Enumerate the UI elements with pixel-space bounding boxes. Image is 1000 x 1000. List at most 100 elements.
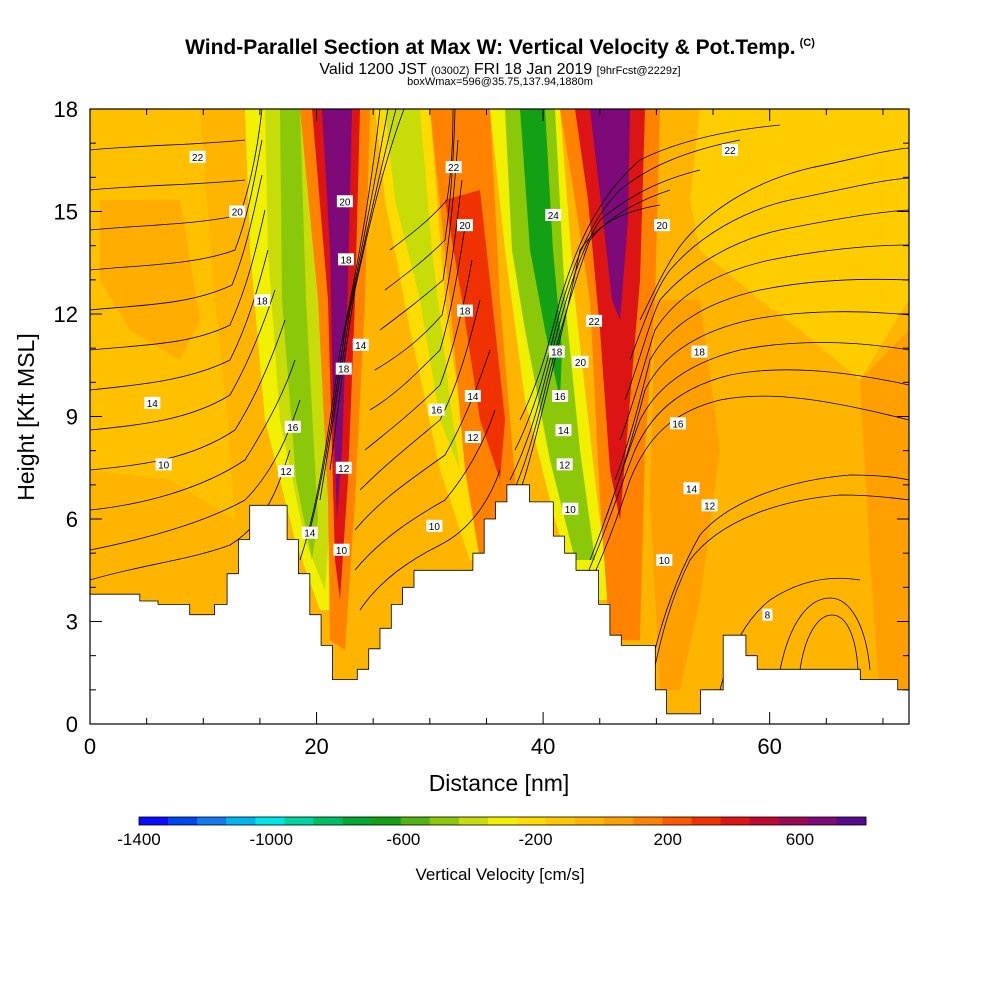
contour-label-bg: [301, 526, 318, 539]
colorbar-swatch: [604, 817, 634, 825]
contour-label: 18: [551, 348, 563, 359]
contour-label: 18: [257, 296, 269, 307]
theta-contour-line: [514, 139, 741, 451]
contour-label: 14: [558, 426, 570, 437]
y-tick-label: 18: [54, 97, 78, 122]
colorbar-swatch: [429, 817, 460, 825]
colorbar-title: Vertical Velocity [cm/s]: [415, 865, 584, 884]
contour-label: 18: [340, 255, 352, 266]
title-units: (C): [799, 37, 815, 49]
theta-contour-line: [614, 278, 909, 481]
theta-contour-line: [654, 474, 909, 651]
contour-label-bg: [352, 338, 369, 351]
contour-label-bg: [155, 458, 172, 471]
contour-label: 20: [339, 197, 351, 208]
contour-label: 12: [704, 501, 716, 512]
contour-label: 16: [672, 419, 684, 430]
contour-label: 10: [659, 556, 671, 567]
theta-contour-line: [309, 109, 389, 531]
velocity-field: 22 20 18 14 10 16 12 14 20 18 14 18 12 10 22 20 18 16 14 12…: [90, 109, 909, 724]
forecast-info: [9hrFcst@2229z]: [596, 65, 681, 77]
contour-label-bg: [555, 424, 572, 437]
contour-label-bg: [445, 161, 462, 174]
theta-contour-line: [319, 109, 397, 501]
y-tick-label: 12: [54, 302, 78, 327]
descent-band-2-mid: [385, 109, 460, 470]
x-tick-label: 20: [304, 734, 328, 759]
theta-contour-line: [499, 204, 661, 541]
contour-label-bg: [338, 253, 355, 266]
theta-contour-line: [90, 289, 276, 431]
theta-contour-line: [519, 124, 781, 421]
colorbar-swatch: [139, 817, 169, 825]
orange-patch-1: [100, 200, 200, 360]
colorbar-swatch: [197, 817, 227, 825]
contour-label-bg: [556, 458, 573, 471]
theta-contour-line: [574, 369, 909, 601]
contour-label: 18: [338, 365, 350, 376]
contour-label-bg: [333, 543, 350, 556]
contour-label: 16: [431, 406, 443, 417]
colorbar-tick-label: -1400: [117, 830, 160, 849]
contour-label-bg: [284, 420, 301, 433]
colorbar-swatch: [313, 817, 343, 825]
contour-label: 12: [338, 464, 350, 475]
contour-label: 20: [575, 358, 587, 369]
theta-contour-line: [379, 139, 459, 331]
theta-contour-line: [639, 147, 909, 321]
y-tick-label: 9: [66, 405, 78, 430]
theta-contour-line: [354, 409, 496, 571]
contour-label-bg: [428, 403, 445, 416]
chart-title: Wind-Parallel Section at Max W: Vertical…: [185, 36, 815, 59]
colorbar-swatch: [633, 817, 663, 825]
theta-contour-line: [604, 311, 909, 521]
theta-contour-line: [299, 109, 381, 561]
colorbar-swatch: [836, 817, 867, 825]
contour-label: 12: [467, 433, 479, 444]
contour-label: 18: [694, 348, 706, 359]
y-tick-label: 15: [54, 200, 78, 225]
colorbar-swatch: [720, 817, 750, 825]
contour-label-bg: [456, 304, 473, 317]
theta-contour-line: [559, 395, 909, 641]
contour-label: 22: [589, 317, 601, 328]
contour-label-bg: [189, 150, 206, 163]
y-tick-label: 6: [66, 507, 78, 532]
contour-label: 12: [280, 467, 292, 478]
colorbar-swatch: [691, 817, 721, 825]
x-axis-title: Distance [nm]: [429, 770, 570, 796]
theta-contour-line: [90, 139, 263, 271]
contour-label: 22: [192, 153, 204, 164]
contour-label: 20: [232, 208, 244, 219]
x-tick-label: 0: [84, 734, 96, 759]
contour-label-bg: [545, 208, 562, 221]
theta-contour-line: [649, 494, 909, 691]
colorbar-swatch: [575, 817, 605, 825]
theta-contour-line: [504, 189, 671, 511]
contour-label-bg: [464, 431, 481, 443]
colorbar-swatch: [400, 817, 431, 825]
contour-label-bg: [229, 205, 246, 218]
theta-contour-line: [799, 614, 859, 671]
contour-label-bg: [144, 396, 161, 409]
colorbar-swatch: [807, 817, 838, 825]
contour-label: 14: [467, 392, 479, 403]
contour-label-bg: [456, 219, 473, 232]
x-axis: 0 20 40 60: [84, 109, 884, 759]
theta-contour-line: [619, 244, 909, 441]
contour-label-bg: [548, 345, 565, 358]
theta-contour-line: [90, 209, 266, 351]
y-tick-label: 3: [66, 610, 78, 635]
theta-contour-line: [374, 179, 463, 371]
contour-label: 14: [686, 484, 698, 495]
theta-contour-line: [779, 597, 871, 671]
ascent-band-2-core: [445, 190, 505, 480]
contour-label-bg: [562, 502, 579, 515]
contour-label-bg: [669, 417, 686, 430]
colorbar-swatch: [342, 817, 372, 825]
contour-label-bg: [335, 461, 352, 474]
theta-contour-line: [629, 177, 909, 361]
theta-contours: [90, 109, 909, 691]
contour-label: 20: [656, 221, 668, 232]
contour-label-bg: [464, 390, 481, 402]
